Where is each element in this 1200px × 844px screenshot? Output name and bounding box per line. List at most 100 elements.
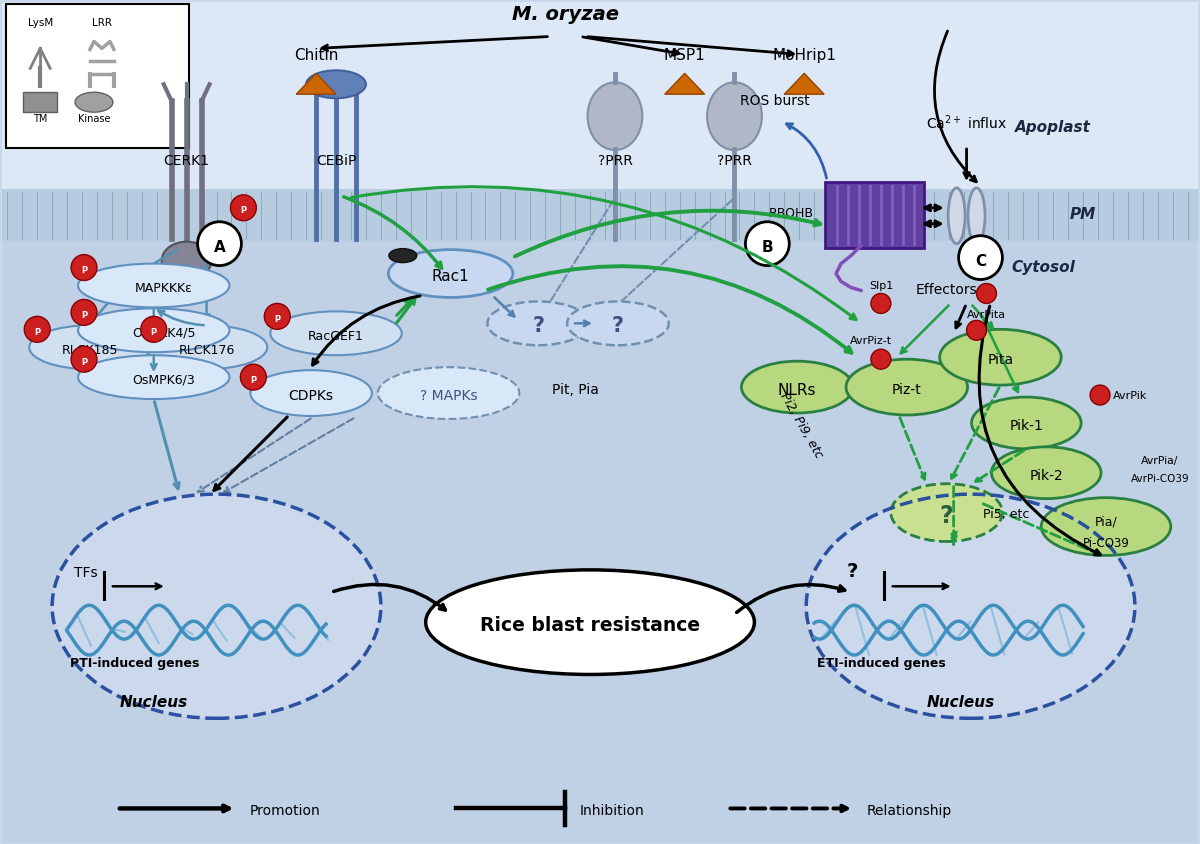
Text: ETI-induced genes: ETI-induced genes (817, 657, 946, 669)
Ellipse shape (78, 356, 229, 399)
FancyBboxPatch shape (23, 93, 58, 113)
Circle shape (977, 284, 996, 304)
Text: ?: ? (612, 316, 624, 336)
Polygon shape (296, 74, 336, 95)
Ellipse shape (378, 368, 520, 419)
Text: CEBiP: CEBiP (316, 154, 356, 168)
Circle shape (71, 256, 97, 281)
Ellipse shape (806, 495, 1135, 718)
Text: Slp1: Slp1 (869, 281, 893, 291)
Polygon shape (665, 74, 704, 95)
Text: OsMKK4/5: OsMKK4/5 (132, 327, 196, 339)
Text: AvrPita: AvrPita (967, 310, 1006, 320)
Ellipse shape (162, 242, 211, 280)
Circle shape (230, 196, 257, 221)
Text: M. oryzae: M. oryzae (511, 4, 619, 24)
Text: LRR: LRR (92, 18, 112, 28)
Text: C: C (974, 254, 986, 268)
Ellipse shape (78, 264, 229, 308)
Text: MSP1: MSP1 (664, 48, 706, 63)
Text: AvrPi-CO39: AvrPi-CO39 (1130, 473, 1189, 483)
Text: NLRs: NLRs (778, 382, 816, 398)
Text: RacGEF1: RacGEF1 (308, 329, 364, 343)
Text: MAPKKKε: MAPKKKε (134, 282, 192, 295)
Polygon shape (785, 74, 824, 95)
Text: P: P (80, 357, 88, 366)
Ellipse shape (948, 189, 965, 245)
Text: P: P (80, 311, 88, 320)
Text: Pik-2: Pik-2 (1030, 468, 1063, 482)
Text: Relationship: Relationship (866, 803, 953, 818)
Ellipse shape (426, 571, 755, 674)
Circle shape (1090, 386, 1110, 406)
Text: RLCK176: RLCK176 (179, 344, 235, 356)
FancyBboxPatch shape (2, 190, 1198, 241)
Text: AvrPia/: AvrPia/ (1141, 455, 1178, 465)
Text: CERK1: CERK1 (163, 154, 210, 168)
Text: Nucleus: Nucleus (120, 694, 188, 709)
Ellipse shape (29, 326, 151, 370)
Text: Nucleus: Nucleus (926, 694, 995, 709)
Ellipse shape (52, 495, 380, 718)
Text: P: P (251, 376, 257, 384)
Circle shape (240, 365, 266, 391)
Circle shape (140, 317, 167, 343)
Text: Apoplast: Apoplast (1015, 120, 1091, 135)
Text: Promotion: Promotion (250, 803, 320, 818)
Text: A: A (214, 240, 226, 255)
Text: Kinase: Kinase (78, 114, 110, 124)
Text: CDPKs: CDPKs (289, 388, 334, 403)
Ellipse shape (846, 360, 967, 415)
Circle shape (959, 236, 1002, 280)
Text: TM: TM (34, 114, 47, 124)
Text: Inhibition: Inhibition (580, 803, 644, 818)
Ellipse shape (389, 249, 416, 263)
Circle shape (71, 347, 97, 373)
Text: Cytosol: Cytosol (1012, 259, 1075, 274)
Text: B: B (762, 240, 773, 255)
Text: ?PRR: ?PRR (598, 154, 632, 168)
Ellipse shape (306, 71, 366, 99)
Text: AvrPik: AvrPik (1112, 391, 1147, 401)
Ellipse shape (251, 371, 372, 416)
Text: PTI-induced genes: PTI-induced genes (70, 657, 199, 669)
Text: OsMPK6/3: OsMPK6/3 (132, 373, 196, 387)
FancyBboxPatch shape (2, 192, 1198, 843)
Circle shape (24, 317, 50, 343)
Text: P: P (151, 327, 157, 337)
Text: ?: ? (940, 503, 954, 527)
Ellipse shape (972, 398, 1081, 449)
Ellipse shape (707, 84, 762, 151)
Text: PM: PM (1070, 207, 1097, 221)
Ellipse shape (568, 302, 668, 346)
Circle shape (871, 349, 890, 370)
Ellipse shape (588, 84, 642, 151)
Text: LysM: LysM (28, 18, 53, 28)
Text: P: P (275, 315, 281, 323)
Ellipse shape (145, 326, 268, 370)
Circle shape (198, 223, 241, 266)
Text: AvrPiz-t: AvrPiz-t (850, 336, 892, 346)
Text: Rice blast resistance: Rice blast resistance (480, 615, 700, 634)
Text: Pit, Pia: Pit, Pia (552, 382, 599, 397)
Text: TFs: TFs (74, 565, 97, 580)
Ellipse shape (76, 93, 113, 113)
Text: Rac1: Rac1 (432, 268, 469, 284)
Circle shape (745, 223, 790, 266)
Ellipse shape (1042, 498, 1171, 556)
Ellipse shape (940, 330, 1061, 386)
Text: RLCK185: RLCK185 (61, 344, 119, 356)
Ellipse shape (742, 362, 853, 414)
Ellipse shape (991, 447, 1102, 499)
Circle shape (264, 304, 290, 330)
Circle shape (871, 294, 890, 314)
Text: Pi-CO39: Pi-CO39 (1082, 536, 1129, 549)
FancyBboxPatch shape (826, 182, 924, 248)
Text: P: P (240, 206, 246, 215)
Text: Piz-t: Piz-t (892, 382, 922, 397)
Text: ?PRR: ?PRR (718, 154, 752, 168)
Ellipse shape (389, 251, 512, 298)
Circle shape (71, 300, 97, 326)
Ellipse shape (270, 312, 402, 356)
Ellipse shape (487, 302, 589, 346)
